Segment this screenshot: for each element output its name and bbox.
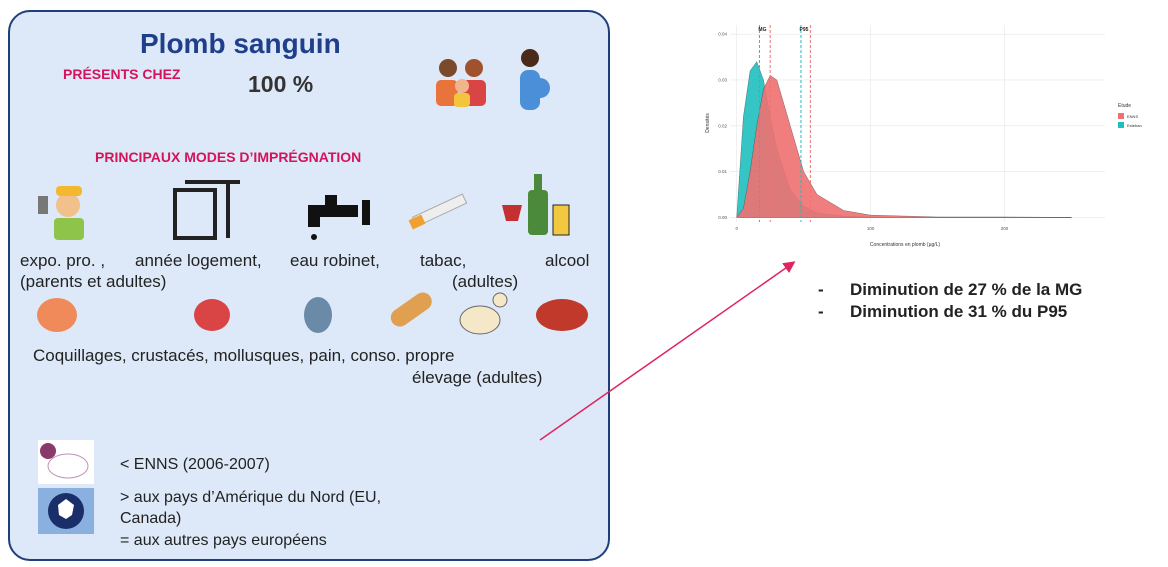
page: {"header":{"title":"Plomb sanguin","pres… <box>0 0 1168 567</box>
y-tick-label: 0.02 <box>718 123 727 128</box>
enns-logo <box>38 440 94 484</box>
x-axis-label: Concentrations en plomb (µg/L) <box>870 242 940 248</box>
y-axis-label: Densités <box>705 113 711 133</box>
bullet: - <box>818 302 824 322</box>
worker-icon <box>38 186 84 240</box>
exposure-detail: (parents et adultes) <box>20 272 166 292</box>
tap-icon <box>308 195 370 240</box>
cigarette-icon <box>409 194 467 229</box>
chart: Concentrations en plomb (µg/L) Densités … <box>695 10 1163 255</box>
bullet: - <box>818 280 824 300</box>
comparison: < ENNS (2006-2007) <box>120 456 270 474</box>
comparison: Canada) <box>120 510 181 528</box>
y-tick-label: 0.03 <box>718 77 727 82</box>
text: élevage (adultes) <box>412 368 542 388</box>
exposure-label: expo. pro. , <box>20 251 105 271</box>
family-icon <box>436 59 486 107</box>
france-logo <box>38 488 94 534</box>
legend-label: ENNS <box>1127 114 1138 119</box>
finding: Diminution de 27 % de la MG <box>850 280 1082 300</box>
building-icon <box>175 182 240 238</box>
exposure-label: alcool <box>545 251 589 271</box>
y-tick-label: 0.00 <box>718 215 727 220</box>
x-tick-label: 0 <box>735 226 738 231</box>
exposure-detail: (adultes) <box>452 272 518 292</box>
y-tick-label: 0.04 <box>718 32 727 37</box>
food-icons <box>37 289 588 334</box>
annotation: MG <box>758 27 766 33</box>
exposure-label: tabac, <box>420 251 466 271</box>
annotation: P95 <box>800 27 809 33</box>
pregnant-icon <box>520 49 550 110</box>
comparison: = aux autres pays européens <box>120 532 327 550</box>
legend-label: Esteban <box>1127 123 1142 128</box>
exposure-label: année logement, <box>135 251 262 271</box>
legend-swatch <box>1118 122 1124 128</box>
density-area <box>737 75 1072 217</box>
comparison: > aux pays d’Amérique du Nord (EU, <box>120 489 381 507</box>
x-tick-label: 100 <box>867 226 875 231</box>
finding: Diminution de 31 % du P95 <box>850 302 1067 322</box>
exposure-label: eau robinet, <box>290 251 380 271</box>
x-tick-label: 200 <box>1001 226 1009 231</box>
text: Coquillages, crustacés, mollusques, pain… <box>33 346 454 366</box>
legend-title: Etude <box>1118 103 1131 109</box>
alcohol-icon <box>502 174 569 235</box>
legend-swatch <box>1118 113 1124 119</box>
y-tick-label: 0.01 <box>718 169 727 174</box>
